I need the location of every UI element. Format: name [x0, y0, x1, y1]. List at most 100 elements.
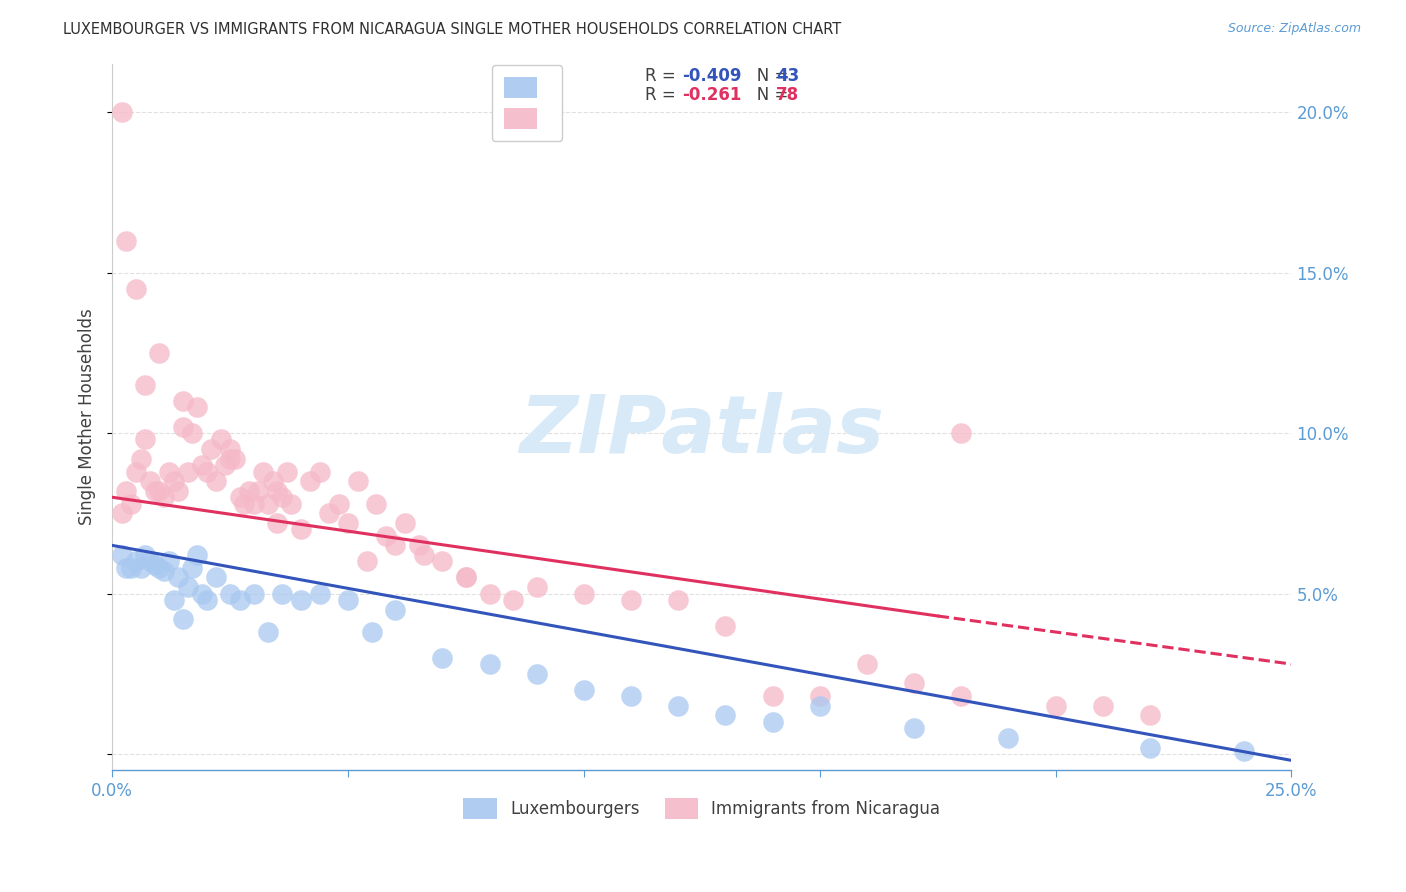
- Point: [219, 586, 242, 600]
- Point: [167, 570, 190, 584]
- Point: [219, 451, 242, 466]
- Point: [903, 721, 925, 735]
- Point: [308, 465, 330, 479]
- Point: [572, 682, 595, 697]
- Point: [328, 497, 350, 511]
- Point: [177, 580, 200, 594]
- Point: [394, 516, 416, 530]
- Point: [167, 483, 190, 498]
- Point: [134, 433, 156, 447]
- Point: [120, 561, 142, 575]
- Point: [374, 529, 396, 543]
- Text: Source: ZipAtlas.com: Source: ZipAtlas.com: [1227, 22, 1361, 36]
- Text: N =: N =: [741, 67, 793, 85]
- Point: [209, 433, 232, 447]
- Point: [620, 593, 643, 607]
- Text: -0.261: -0.261: [682, 87, 741, 104]
- Point: [280, 497, 302, 511]
- Point: [346, 474, 368, 488]
- Point: [526, 580, 548, 594]
- Point: [195, 593, 218, 607]
- Point: [252, 465, 274, 479]
- Point: [115, 483, 138, 498]
- Point: [200, 442, 222, 456]
- Point: [432, 650, 454, 665]
- Point: [856, 657, 879, 672]
- Point: [157, 554, 180, 568]
- Point: [191, 458, 214, 472]
- Point: [454, 570, 477, 584]
- Point: [242, 497, 264, 511]
- Point: [120, 497, 142, 511]
- Point: [356, 554, 378, 568]
- Point: [115, 561, 138, 575]
- Point: [290, 593, 312, 607]
- Point: [224, 451, 246, 466]
- Point: [337, 593, 360, 607]
- Point: [186, 548, 208, 562]
- Point: [172, 394, 194, 409]
- Point: [502, 593, 524, 607]
- Point: [762, 689, 785, 703]
- Point: [148, 561, 170, 575]
- Point: [1139, 740, 1161, 755]
- Point: [134, 548, 156, 562]
- Point: [129, 561, 152, 575]
- Point: [762, 714, 785, 729]
- Point: [139, 474, 162, 488]
- Point: [337, 516, 360, 530]
- Text: 78: 78: [776, 87, 799, 104]
- Point: [308, 586, 330, 600]
- Point: [408, 538, 430, 552]
- Point: [318, 506, 340, 520]
- Point: [276, 465, 298, 479]
- Point: [111, 548, 134, 562]
- Point: [139, 554, 162, 568]
- Point: [271, 490, 294, 504]
- Point: [172, 419, 194, 434]
- Point: [572, 586, 595, 600]
- Point: [247, 483, 270, 498]
- Point: [111, 506, 134, 520]
- Point: [177, 465, 200, 479]
- Point: [620, 689, 643, 703]
- Point: [191, 586, 214, 600]
- Point: [228, 593, 250, 607]
- Point: [242, 586, 264, 600]
- Point: [366, 497, 388, 511]
- Text: R =: R =: [645, 67, 682, 85]
- Point: [205, 474, 228, 488]
- Point: [1139, 708, 1161, 723]
- Text: LUXEMBOURGER VS IMMIGRANTS FROM NICARAGUA SINGLE MOTHER HOUSEHOLDS CORRELATION C: LUXEMBOURGER VS IMMIGRANTS FROM NICARAGU…: [63, 22, 842, 37]
- Point: [432, 554, 454, 568]
- Point: [172, 612, 194, 626]
- Point: [266, 483, 288, 498]
- Point: [134, 378, 156, 392]
- Point: [526, 666, 548, 681]
- Point: [125, 282, 148, 296]
- Point: [228, 490, 250, 504]
- Point: [360, 625, 382, 640]
- Point: [266, 516, 288, 530]
- Text: -0.409: -0.409: [682, 67, 741, 85]
- Point: [205, 570, 228, 584]
- Point: [290, 522, 312, 536]
- Point: [219, 442, 242, 456]
- Point: [478, 657, 501, 672]
- Point: [125, 554, 148, 568]
- Point: [950, 689, 973, 703]
- Point: [143, 558, 166, 572]
- Text: R =: R =: [645, 87, 686, 104]
- Point: [148, 483, 170, 498]
- Text: ZIPatlas: ZIPatlas: [519, 392, 884, 470]
- Point: [1233, 744, 1256, 758]
- Point: [115, 234, 138, 248]
- Point: [808, 698, 831, 713]
- Point: [181, 561, 204, 575]
- Point: [153, 490, 176, 504]
- Point: [950, 426, 973, 441]
- Point: [997, 731, 1019, 745]
- Point: [666, 698, 689, 713]
- Point: [195, 465, 218, 479]
- Point: [714, 618, 737, 632]
